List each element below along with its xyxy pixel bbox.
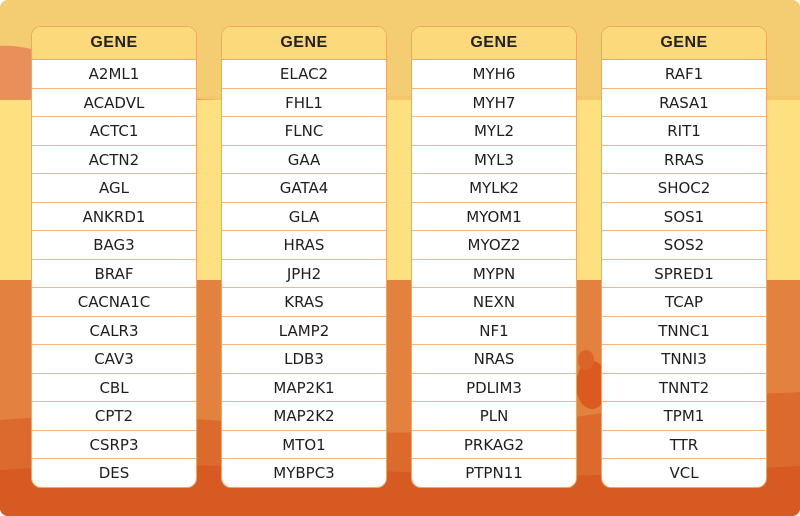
gene-cell: RRAS (602, 146, 766, 174)
gene-cell: ACADVL (32, 89, 196, 117)
gene-cell: GAA (222, 146, 386, 174)
gene-cell: ELAC2 (222, 60, 386, 89)
gene-cell: CBL (32, 374, 196, 402)
gene-cell: AGL (32, 174, 196, 203)
gene-cell: CSRP3 (32, 431, 196, 459)
gene-cell: PDLIM3 (412, 374, 576, 402)
gene-cell: GATA4 (222, 174, 386, 203)
gene-cell: SOS1 (602, 203, 766, 231)
gene-cell: LAMP2 (222, 317, 386, 345)
gene-cell: SPRED1 (602, 260, 766, 288)
column-header: GENE (602, 27, 766, 60)
gene-cell: TTR (602, 431, 766, 459)
gene-cell: A2ML1 (32, 60, 196, 89)
gene-cell: NF1 (412, 317, 576, 345)
gene-cell: ANKRD1 (32, 203, 196, 231)
gene-cell: FLNC (222, 117, 386, 146)
column-header: GENE (32, 27, 196, 60)
gene-column-3: GENE MYH6 MYH7 MYL2 MYL3 MYLK2 MYOM1 MYO… (411, 26, 577, 488)
gene-cell: NEXN (412, 288, 576, 317)
gene-cell: TCAP (602, 288, 766, 317)
gene-cell: CALR3 (32, 317, 196, 345)
gene-cell: SOS2 (602, 231, 766, 260)
gene-cell: TNNI3 (602, 345, 766, 374)
gene-cell: SHOC2 (602, 174, 766, 203)
gene-cell: PTPN11 (465, 464, 523, 482)
gene-cell: MYH7 (412, 89, 576, 117)
gene-column-1: GENE A2ML1 ACADVL ACTC1 ACTN2 AGL ANKRD1… (31, 26, 197, 488)
gene-cell: ACTC1 (32, 117, 196, 146)
gene-cell: BAG3 (32, 231, 196, 260)
gene-cell: CAV3 (32, 345, 196, 374)
gene-cell: BRAF (32, 260, 196, 288)
gene-cell: MYLK2 (412, 174, 576, 203)
gene-cell: TNNC1 (602, 317, 766, 345)
gene-cell: MYH6 (412, 60, 576, 89)
gene-cell: CACNA1C (32, 288, 196, 317)
gene-cell: ACTN2 (32, 146, 196, 174)
gene-cell: LDB3 (222, 345, 386, 374)
gene-cell: MYL2 (412, 117, 576, 146)
column-header: GENE (222, 27, 386, 60)
gene-cell: MYOZ2 (412, 231, 576, 260)
gene-cell: TPM1 (602, 402, 766, 431)
gene-cell: PRKAG2 (412, 431, 576, 459)
gene-column-2: GENE ELAC2 FHL1 FLNC GAA GATA4 GLA HRAS … (221, 26, 387, 488)
gene-cell: MTO1 (222, 431, 386, 459)
gene-cell: RAF1 (602, 60, 766, 89)
gene-cell: CPT2 (32, 402, 196, 431)
gene-cell: MYOM1 (412, 203, 576, 231)
gene-cell: GLA (222, 203, 386, 231)
gene-cell: RASA1 (602, 89, 766, 117)
gene-cell: FHL1 (222, 89, 386, 117)
gene-cell: MYL3 (412, 146, 576, 174)
gene-cell: VCL (669, 464, 699, 482)
gene-cell: MAP2K1 (222, 374, 386, 402)
gene-cell: MYPN (412, 260, 576, 288)
gene-cell: MYBPC3 (273, 464, 335, 482)
gene-cell: HRAS (222, 231, 386, 260)
gene-cell: KRAS (222, 288, 386, 317)
gene-cell: PLN (412, 402, 576, 431)
gene-column-4: GENE RAF1 RASA1 RIT1 RRAS SHOC2 SOS1 SOS… (601, 26, 767, 488)
gene-cell: NRAS (412, 345, 576, 374)
gene-cell: RIT1 (602, 117, 766, 146)
gene-cell: JPH2 (222, 260, 386, 288)
gene-cell: MAP2K2 (222, 402, 386, 431)
gene-cell: DES (98, 464, 130, 482)
column-header: GENE (412, 27, 576, 60)
gene-cell: TNNT2 (602, 374, 766, 402)
